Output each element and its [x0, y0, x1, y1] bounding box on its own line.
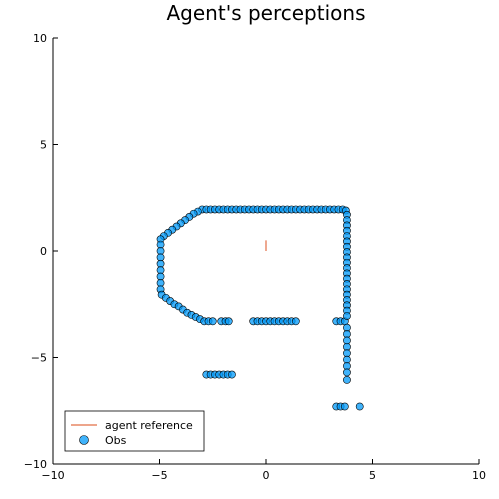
y-tick-label: 5	[40, 139, 47, 152]
y-tick-label: 0	[40, 245, 47, 258]
x-tick-label: −5	[151, 469, 167, 482]
obs-point	[343, 375, 351, 384]
legend: agent reference Obs	[64, 410, 205, 452]
obs-point	[291, 317, 300, 326]
legend-label-obs: Obs	[105, 434, 127, 447]
x-tick-label: 5	[369, 469, 376, 482]
legend-label-agent-reference: agent reference	[105, 419, 193, 432]
chart-title: Agent's perceptions	[167, 1, 366, 25]
x-tick-label: 0	[263, 469, 270, 482]
plot-marks	[156, 205, 364, 411]
obs-point	[208, 317, 217, 326]
obs-point	[355, 402, 364, 411]
legend-marker-obs	[79, 435, 89, 445]
obs-point	[340, 402, 349, 411]
y-tick-label: −5	[31, 352, 47, 365]
obs-point	[343, 368, 351, 377]
legend-box	[64, 410, 205, 452]
obs-point	[228, 370, 236, 379]
x-tick-label: 10	[472, 469, 486, 482]
y-tick-label: −10	[24, 458, 47, 471]
axes: −10 −5 0 5 10 −10 −5 0 5 10	[24, 32, 486, 482]
obs-point	[343, 312, 351, 320]
obs-point	[224, 317, 233, 326]
x-tick-label: −10	[41, 469, 64, 482]
y-tick-label: 10	[33, 32, 47, 45]
